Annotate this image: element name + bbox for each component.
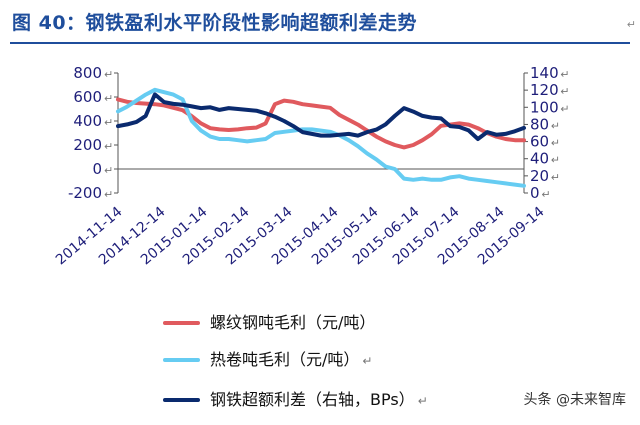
left-tick-label: 200 <box>73 136 102 154</box>
legend-label-spread: 钢铁超额利差（右轴，BPs） ↵ <box>210 390 428 409</box>
return-mark: ↵ <box>104 68 113 81</box>
right-tick-label: 100 <box>530 98 559 116</box>
steel-spread-line <box>116 92 526 141</box>
legend-swatch-spread <box>163 398 200 402</box>
return-mark: ↵ <box>560 85 569 98</box>
return-mark: ↵ <box>551 171 560 184</box>
left-tick-label: -200 <box>68 184 102 202</box>
left-tick-label: 400 <box>73 112 102 130</box>
chart-title: 图 40：钢铁盈利水平阶段性影响超额利差走势 <box>12 12 418 34</box>
right-tick-label: 140 <box>530 64 559 82</box>
left-tick-label: 0 <box>92 160 102 178</box>
return-mark: ↵ <box>104 188 113 201</box>
right-tick-label: 20 <box>530 167 549 185</box>
return-mark: ↵ <box>560 102 569 115</box>
right-tick-label: 40 <box>530 150 549 168</box>
return-mark: ↵ <box>551 119 560 132</box>
return-mark: ↵ <box>104 140 113 153</box>
return-mark: ↵ <box>551 154 560 167</box>
return-mark: ↵ <box>362 354 373 368</box>
left-tick-label: 800 <box>73 64 102 82</box>
rebar-margin-line <box>116 97 526 150</box>
right-tick-label: 0 <box>530 184 540 202</box>
return-mark: ↵ <box>104 116 113 129</box>
return-mark: ↵ <box>560 68 569 81</box>
watermark: 头条 @未来智库 <box>523 392 626 408</box>
return-mark: ↵ <box>104 92 113 105</box>
line-chart: 800 ↵600 ↵400 ↵200 ↵0 ↵-200 ↵140 ↵120 ↵100 ↵80 ↵60… <box>53 64 569 268</box>
right-tick-label: 60 <box>530 133 549 151</box>
return-mark: ↵ <box>541 188 550 201</box>
return-mark: ↵ <box>551 137 560 150</box>
right-tick-label: 80 <box>530 115 549 133</box>
legend-swatch-hot-coil <box>163 358 200 362</box>
return-mark: ↵ <box>104 164 113 177</box>
legend-swatch-rebar <box>163 321 200 325</box>
return-mark: ↵ <box>626 18 636 31</box>
left-tick-label: 600 <box>73 88 102 106</box>
return-mark: ↵ <box>417 394 428 408</box>
title-underline <box>10 42 630 44</box>
legend-label-hot-coil: 热卷吨毛利（元/吨） ↵ <box>210 350 373 369</box>
right-tick-label: 120 <box>530 81 559 99</box>
legend-label-rebar: 螺纹钢吨毛利（元/吨） <box>210 313 376 332</box>
